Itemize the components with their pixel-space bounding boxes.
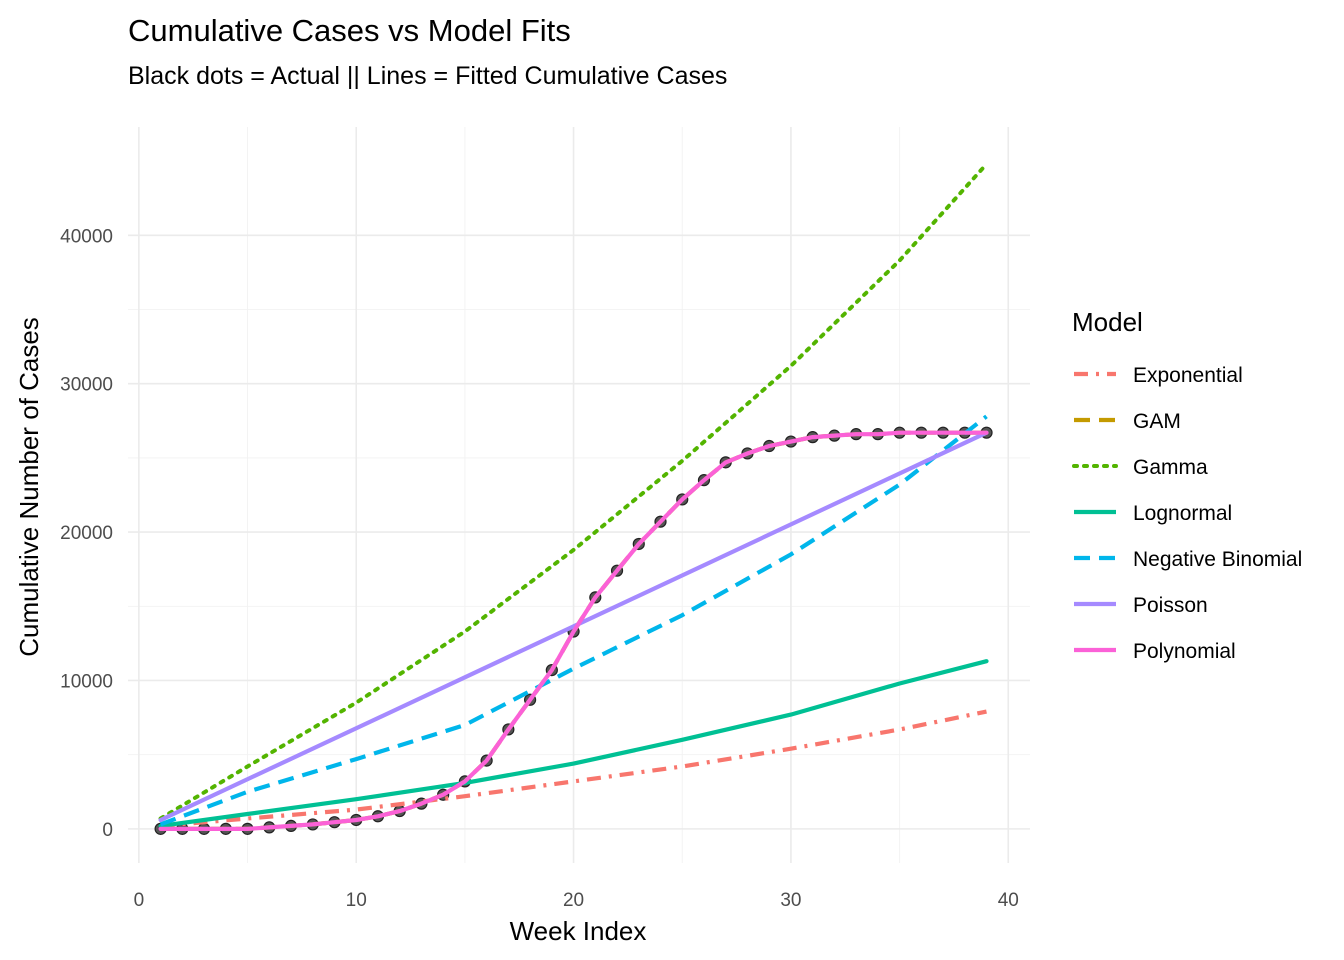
- grid: [128, 127, 1030, 863]
- legend-title: Model: [1072, 307, 1143, 337]
- series-lines: [158, 162, 989, 832]
- legend-label: Poisson: [1133, 594, 1208, 617]
- y-tick-label: 30000: [60, 375, 113, 396]
- x-axis-title: Week Index: [510, 916, 647, 946]
- legend-label: Lognormal: [1133, 502, 1232, 525]
- series-line-gamma: [158, 162, 989, 821]
- legend-label: GAM: [1133, 410, 1181, 433]
- series-line-poisson: [158, 430, 989, 823]
- chart-subtitle: Black dots = Actual || Lines = Fitted Cu…: [128, 62, 727, 90]
- x-tick-label: 20: [563, 890, 584, 911]
- legend-label: Polynomial: [1133, 640, 1236, 663]
- legend-label: Negative Binomial: [1133, 548, 1302, 571]
- legend: Model Exponential GAM Gamma Lognormal Negati…: [1072, 307, 1302, 663]
- y-tick-label: 40000: [60, 226, 113, 247]
- series-line-lognormal: [158, 659, 989, 829]
- y-tick-label: 10000: [60, 671, 113, 692]
- x-tick-label: 0: [134, 890, 145, 911]
- chart-title: Cumulative Cases vs Model Fits: [128, 13, 571, 48]
- series-line-polynomial: [158, 430, 989, 832]
- x-tick-label: 10: [346, 890, 367, 911]
- legend-label: Gamma: [1133, 456, 1208, 479]
- y-tick-label: 20000: [60, 523, 113, 544]
- y-tick-label: 0: [102, 820, 113, 841]
- legend-label: Exponential: [1133, 364, 1243, 387]
- x-tick-label: 30: [780, 890, 801, 911]
- x-tick-label: 40: [998, 890, 1019, 911]
- tick-labels: 0 10 20 30 40 0 10000 20000 30000 40000: [60, 226, 1019, 911]
- y-axis-title: Cumulative Number of Cases: [14, 317, 44, 657]
- series-line-exponential: [160, 709, 987, 828]
- series-line-negative-binomial: [159, 414, 988, 827]
